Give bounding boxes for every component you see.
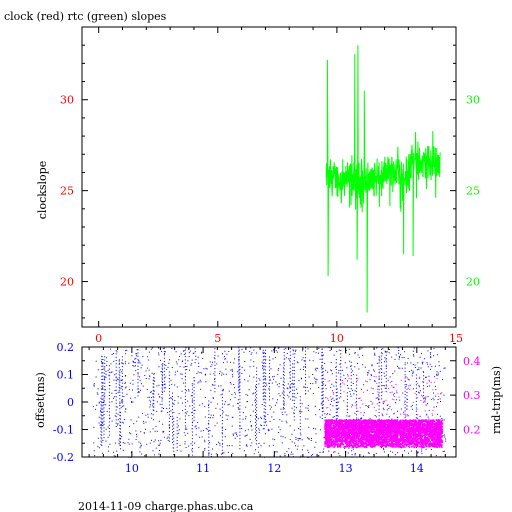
bottom-x-tick-label: 13 xyxy=(339,462,353,475)
rtc-slope-series-line xyxy=(325,45,441,313)
top-x-tick-label: 10 xyxy=(330,332,344,345)
bottom-right-axis-label: rnd-trip(ms) xyxy=(490,366,503,434)
top-axis-ticks: 0 5 10 15 20 25 30 20 25 30 xyxy=(60,27,480,345)
bottom-chart: offset(ms) rnd-trip(ms) 10 11 12 13 14 0.2 0.1… xyxy=(34,341,503,475)
top-right-y-tick-label: 20 xyxy=(466,276,480,289)
bottom-right-y-tick-label: 0.4 xyxy=(463,355,481,368)
top-right-y-tick-label: 25 xyxy=(466,185,480,198)
bottom-x-tick-label: 12 xyxy=(267,462,281,475)
top-series-layer xyxy=(325,45,441,313)
top-chart: clockslope 0 5 10 15 20 25 30 20 25 30 xyxy=(36,26,480,345)
bottom-left-axis-label: offset(ms) xyxy=(34,372,47,428)
top-x-tick-label: 0 xyxy=(95,332,102,345)
bottom-right-y-tick-label: 0.2 xyxy=(463,424,481,437)
top-left-y-tick-label: 25 xyxy=(60,185,74,198)
top-chart-title: clock (red) rtc (green) slopes xyxy=(4,10,167,23)
bottom-series-layer xyxy=(92,347,447,458)
top-x-tick-label: 15 xyxy=(449,332,463,345)
top-right-y-tick-label: 30 xyxy=(466,94,480,107)
top-y-axis-label: clockslope xyxy=(36,161,49,219)
top-x-tick-label: 5 xyxy=(214,332,221,345)
bottom-left-y-tick-label: -0.1 xyxy=(53,424,74,437)
bottom-x-tick-label: 14 xyxy=(410,462,424,475)
top-left-y-tick-label: 30 xyxy=(60,94,74,107)
bottom-right-y-tick-label: 0.3 xyxy=(463,389,481,402)
bottom-left-y-tick-label: 0 xyxy=(67,396,74,409)
bottom-x-tick-label: 11 xyxy=(196,462,210,475)
top-plot-frame xyxy=(81,26,457,328)
bottom-left-y-tick-label: -0.2 xyxy=(53,451,74,464)
top-left-y-tick-label: 20 xyxy=(60,276,74,289)
bottom-left-y-tick-label: 0.2 xyxy=(57,341,75,354)
bottom-x-tick-label: 10 xyxy=(125,462,139,475)
bottom-plot-frame xyxy=(81,346,457,458)
footer-label: 2014-11-09 charge.phas.ubc.ca xyxy=(78,500,254,512)
bottom-left-y-tick-label: 0.1 xyxy=(57,369,75,382)
roundtrip-series-points xyxy=(324,375,444,449)
